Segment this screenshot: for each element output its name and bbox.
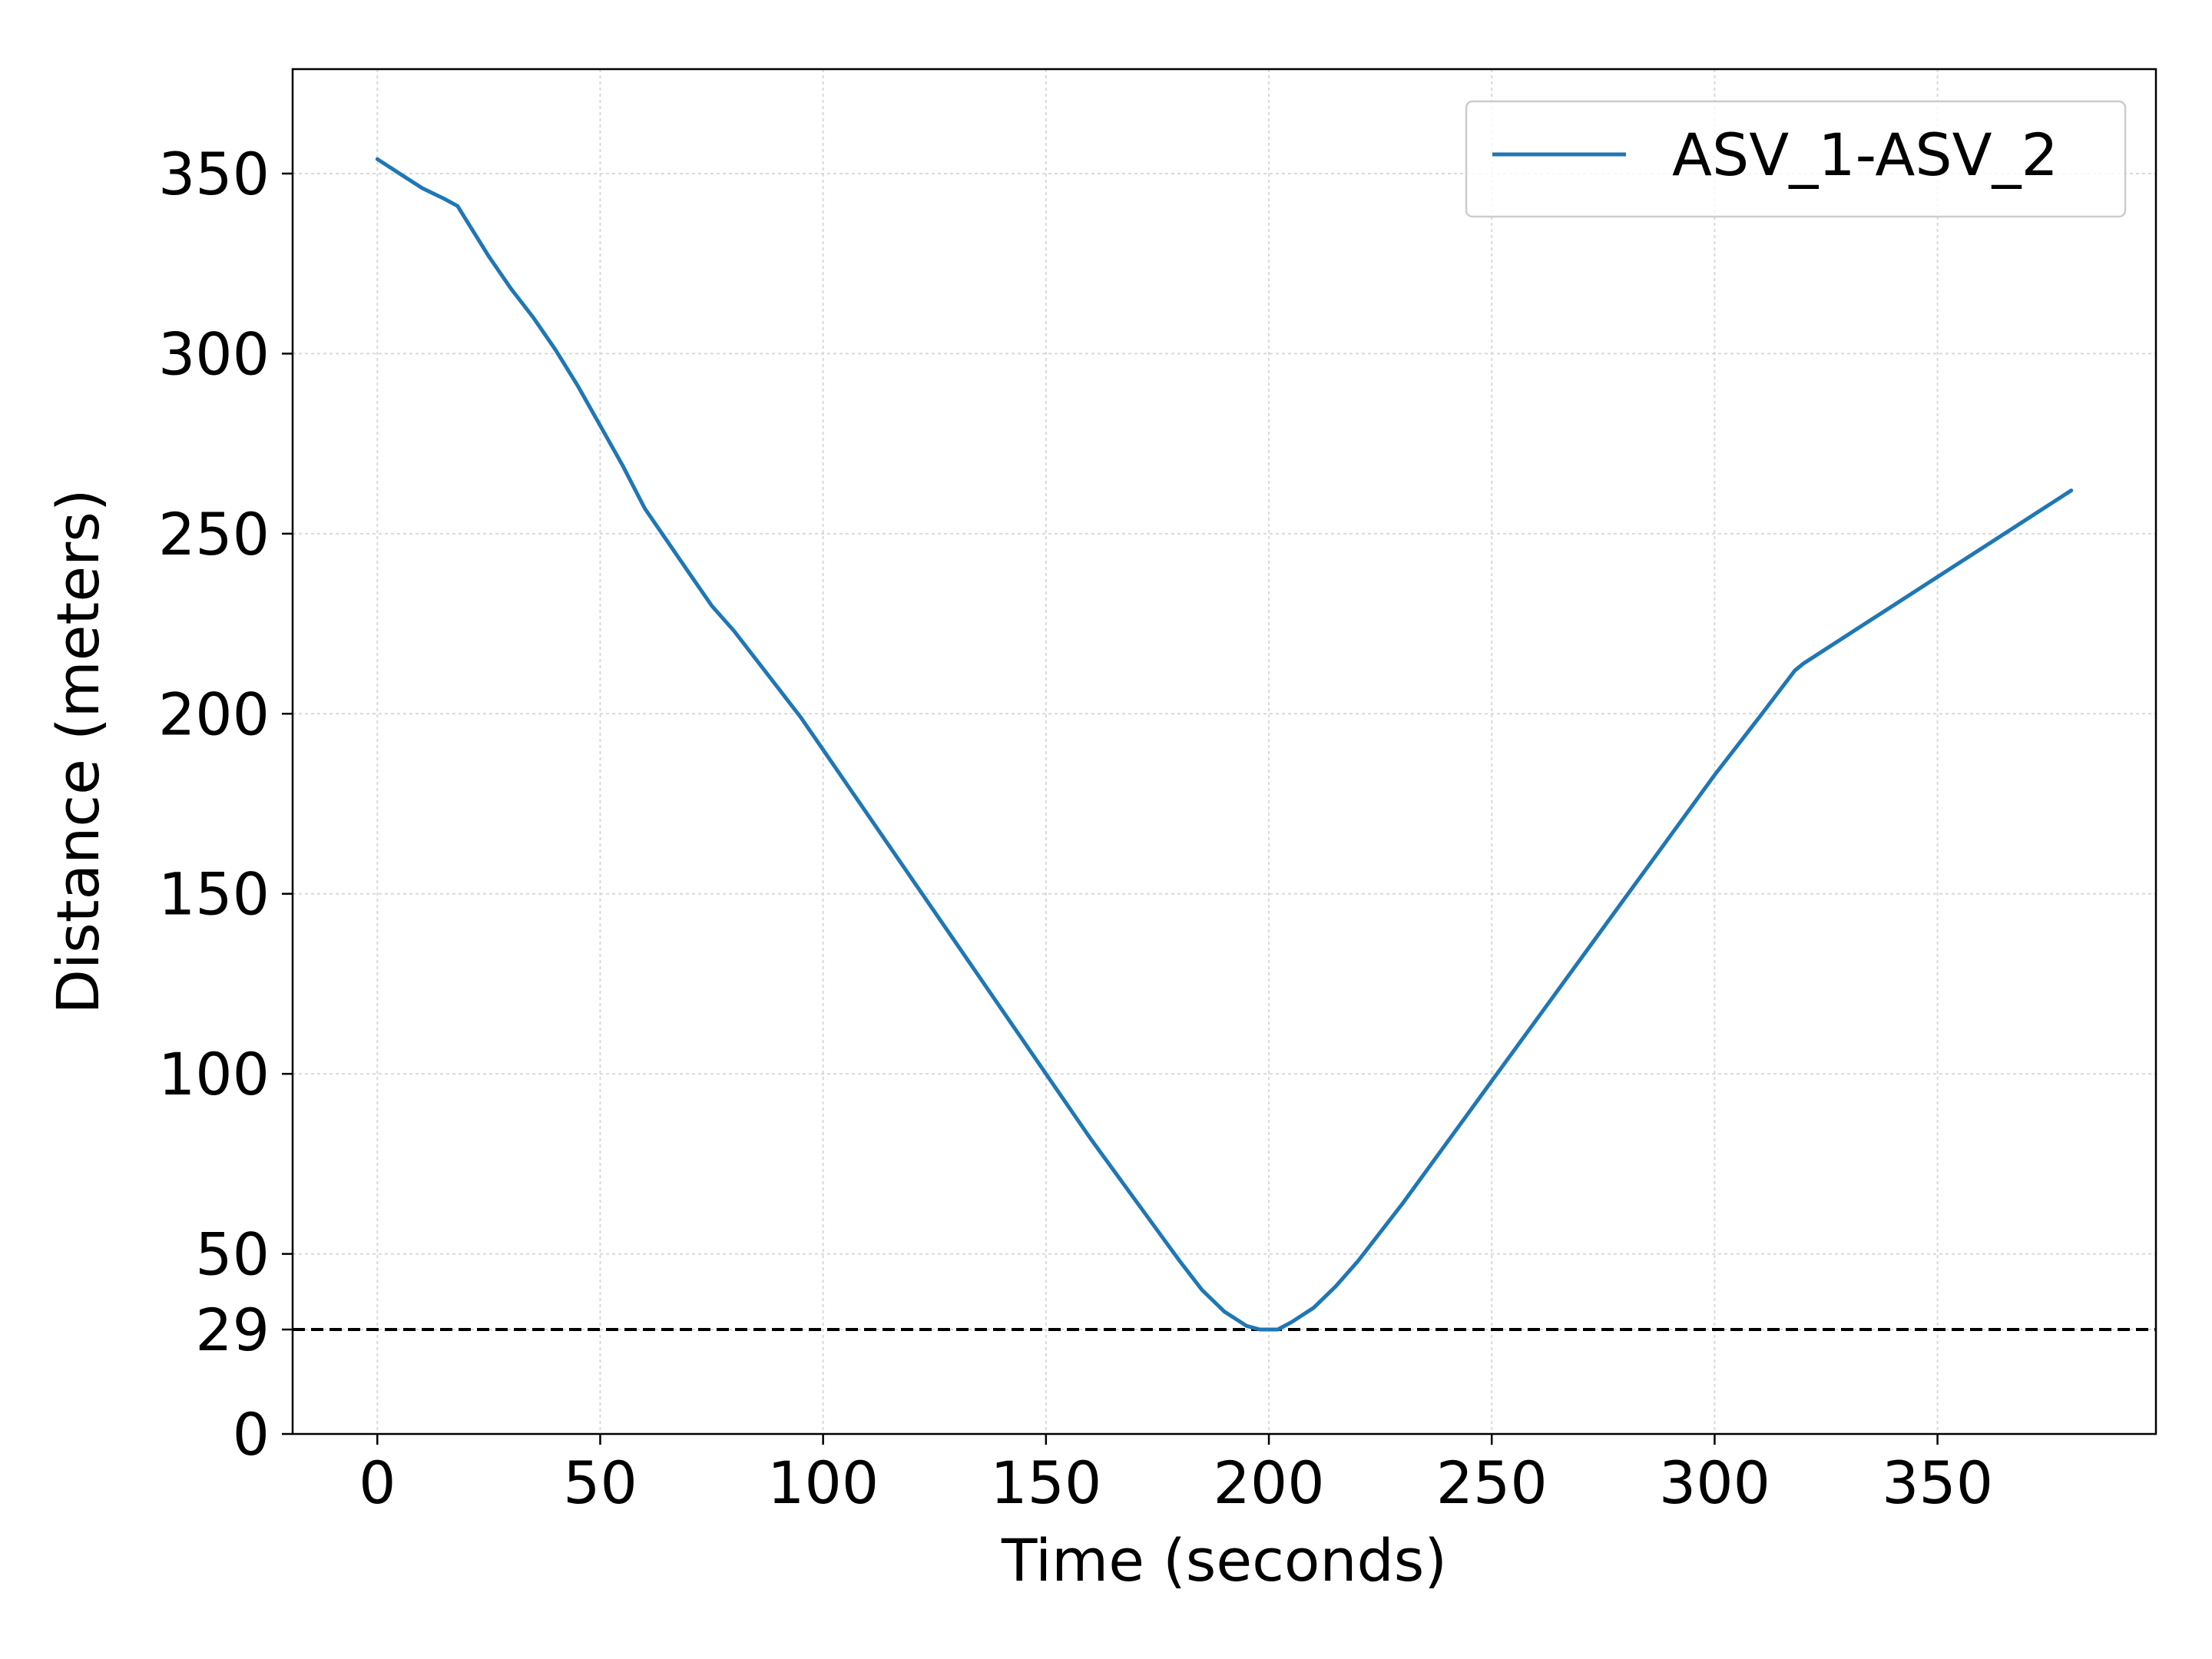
x-tick-label: 300 [1659,1449,1770,1517]
y-axis-label: Distance (meters) [44,489,112,1015]
x-axis-label: Time (seconds) [1001,1526,1447,1594]
legend-label: ASV_1-ASV_2 [1672,121,2058,189]
x-tick-label: 350 [1882,1449,1993,1517]
x-tick-label: 50 [563,1449,637,1517]
x-tick-label: 150 [990,1449,1101,1517]
x-tick-label: 100 [767,1449,879,1517]
y-tick-label: 200 [158,680,270,748]
series-layer [375,157,2074,1332]
x-tick-label: 200 [1214,1449,1325,1517]
x-tick-label: 250 [1436,1449,1548,1517]
y-tick-label: 0 [233,1400,270,1469]
y-tick-label: 100 [158,1040,270,1108]
y-tick-label: 50 [195,1220,270,1289]
legend-box [1465,100,2127,218]
axis-ticks: 0 50 100 150 200 250 300 350 0 29 50 100 150 200 250 30… [158,140,1993,1517]
y-tick-label: 250 [158,500,270,568]
y-tick-label: 150 [158,860,270,929]
series-line [375,157,2074,1332]
y-tick-label: 350 [158,140,270,208]
y-tick-label: 29 [195,1296,270,1364]
plot-frame [291,68,2157,1435]
y-tick-label: 300 [158,320,270,388]
x-tick-label: 0 [359,1449,396,1517]
legend: ASV_1-ASV_2 [1465,100,2127,218]
